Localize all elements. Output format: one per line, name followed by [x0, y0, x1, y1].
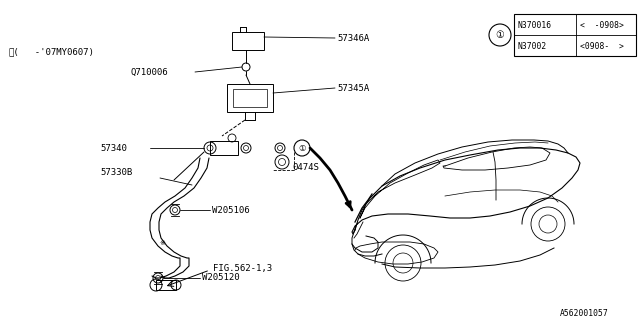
Text: N37002: N37002 [517, 42, 547, 51]
Text: ①: ① [495, 30, 504, 40]
Text: ※(: ※( [8, 47, 19, 57]
Text: FIG.562-1,3: FIG.562-1,3 [213, 263, 272, 273]
Text: 0474S: 0474S [292, 163, 319, 172]
Text: W205120: W205120 [202, 274, 239, 283]
Bar [233, 89, 267, 107]
Text: ※: ※ [159, 240, 165, 246]
Text: Q710006: Q710006 [130, 68, 168, 76]
Text: W205106: W205106 [212, 205, 250, 214]
Text: A562001057: A562001057 [560, 308, 609, 317]
Bar [514, 14, 636, 56]
Text: 57330B: 57330B [100, 167, 132, 177]
Bar [227, 84, 273, 112]
Text: 57340: 57340 [100, 143, 127, 153]
Text: <  -0908>: < -0908> [580, 20, 624, 29]
Text: 57346A: 57346A [337, 34, 369, 43]
Text: -'07MY0607): -'07MY0607) [24, 47, 94, 57]
Bar [210, 141, 238, 155]
Text: ①: ① [298, 143, 306, 153]
Text: N370016: N370016 [517, 20, 551, 29]
Text: 57345A: 57345A [337, 84, 369, 92]
Text: <0908-  >: <0908- > [580, 42, 624, 51]
Bar [232, 32, 264, 50]
Bar [156, 280, 176, 290]
